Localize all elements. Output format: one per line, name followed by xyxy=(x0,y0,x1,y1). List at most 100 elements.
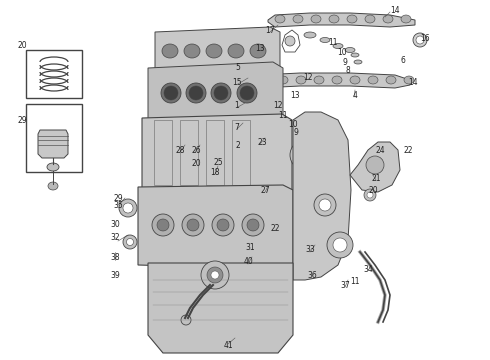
Ellipse shape xyxy=(211,83,231,103)
Text: 16: 16 xyxy=(420,33,430,42)
Polygon shape xyxy=(155,27,280,75)
Ellipse shape xyxy=(161,83,181,103)
Text: 2: 2 xyxy=(236,140,241,149)
Text: 8: 8 xyxy=(345,66,350,75)
Text: 28: 28 xyxy=(175,145,185,154)
Ellipse shape xyxy=(250,44,266,58)
Ellipse shape xyxy=(351,53,359,57)
Text: 5: 5 xyxy=(236,63,241,72)
Polygon shape xyxy=(252,73,410,88)
Ellipse shape xyxy=(184,44,200,58)
Ellipse shape xyxy=(311,15,321,23)
Text: 40: 40 xyxy=(243,257,253,266)
Text: 24: 24 xyxy=(375,145,385,154)
Ellipse shape xyxy=(211,271,219,279)
Ellipse shape xyxy=(293,15,303,23)
Ellipse shape xyxy=(275,15,285,23)
Text: 25: 25 xyxy=(213,158,223,166)
Polygon shape xyxy=(350,142,400,192)
Ellipse shape xyxy=(152,214,174,236)
Ellipse shape xyxy=(285,36,295,46)
Text: 29: 29 xyxy=(113,194,123,202)
Text: 36: 36 xyxy=(307,270,317,279)
Ellipse shape xyxy=(181,315,191,325)
Text: 20: 20 xyxy=(191,158,201,167)
Text: 41: 41 xyxy=(223,342,233,351)
Ellipse shape xyxy=(347,15,357,23)
Ellipse shape xyxy=(201,261,229,289)
Polygon shape xyxy=(38,130,68,158)
Text: 34: 34 xyxy=(363,266,373,275)
Polygon shape xyxy=(293,112,351,280)
Ellipse shape xyxy=(350,76,360,84)
Bar xyxy=(26,104,82,172)
Text: 14: 14 xyxy=(408,77,418,86)
Polygon shape xyxy=(142,114,292,195)
Polygon shape xyxy=(148,263,293,353)
Text: 31: 31 xyxy=(245,243,255,252)
Text: 29: 29 xyxy=(17,116,27,125)
Text: 7: 7 xyxy=(235,122,240,131)
Ellipse shape xyxy=(47,163,59,171)
Ellipse shape xyxy=(365,15,375,23)
Text: 12: 12 xyxy=(273,100,283,109)
Ellipse shape xyxy=(237,83,257,103)
Ellipse shape xyxy=(278,76,288,84)
Ellipse shape xyxy=(162,44,178,58)
Text: 35: 35 xyxy=(113,201,123,210)
Ellipse shape xyxy=(260,76,270,84)
Text: 13: 13 xyxy=(255,44,265,53)
Ellipse shape xyxy=(320,37,330,42)
Ellipse shape xyxy=(319,199,331,211)
Ellipse shape xyxy=(186,83,206,103)
Ellipse shape xyxy=(240,86,254,100)
Text: 20: 20 xyxy=(368,185,378,194)
Ellipse shape xyxy=(214,86,228,100)
Text: 22: 22 xyxy=(403,145,413,154)
Ellipse shape xyxy=(164,86,178,100)
Ellipse shape xyxy=(314,76,324,84)
Ellipse shape xyxy=(189,86,203,100)
Text: 17: 17 xyxy=(265,26,275,35)
Text: 15: 15 xyxy=(232,77,242,86)
Ellipse shape xyxy=(296,146,314,164)
Text: 11: 11 xyxy=(328,37,338,46)
Ellipse shape xyxy=(354,60,362,64)
Text: 21: 21 xyxy=(371,174,381,183)
Ellipse shape xyxy=(119,199,137,217)
Text: 32: 32 xyxy=(110,234,120,243)
Text: 4: 4 xyxy=(353,90,357,99)
Ellipse shape xyxy=(126,239,133,246)
Ellipse shape xyxy=(242,214,264,236)
Text: 22: 22 xyxy=(270,224,280,233)
Ellipse shape xyxy=(157,219,169,231)
Ellipse shape xyxy=(401,15,411,23)
Ellipse shape xyxy=(333,238,347,252)
Ellipse shape xyxy=(364,189,376,201)
Text: 9: 9 xyxy=(343,58,347,67)
Text: 18: 18 xyxy=(210,167,220,176)
Text: 27: 27 xyxy=(260,185,270,194)
Ellipse shape xyxy=(217,219,229,231)
Ellipse shape xyxy=(296,76,306,84)
Ellipse shape xyxy=(123,235,137,249)
Ellipse shape xyxy=(314,194,336,216)
Ellipse shape xyxy=(404,76,414,84)
Ellipse shape xyxy=(333,44,343,49)
Ellipse shape xyxy=(366,156,384,174)
Text: 26: 26 xyxy=(191,145,201,154)
Text: 13: 13 xyxy=(290,90,300,99)
Text: 38: 38 xyxy=(110,252,120,261)
Polygon shape xyxy=(138,185,293,269)
Polygon shape xyxy=(148,62,283,125)
Text: 10: 10 xyxy=(288,120,298,129)
Text: 20: 20 xyxy=(17,41,27,50)
Ellipse shape xyxy=(48,182,58,190)
Text: 12: 12 xyxy=(303,72,313,81)
Text: 30: 30 xyxy=(110,220,120,229)
Text: 39: 39 xyxy=(110,270,120,279)
Text: 11: 11 xyxy=(278,111,288,120)
Text: 33: 33 xyxy=(305,246,315,255)
Ellipse shape xyxy=(368,76,378,84)
Ellipse shape xyxy=(304,32,316,38)
